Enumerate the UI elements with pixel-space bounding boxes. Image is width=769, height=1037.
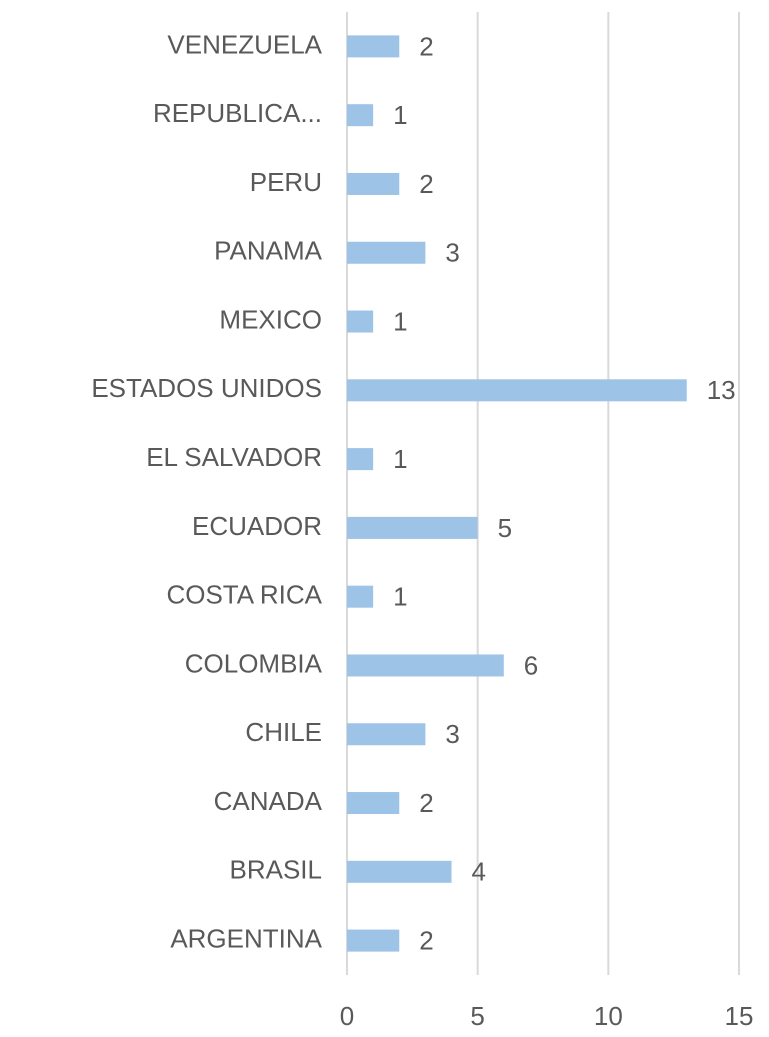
data-label: 2 <box>419 169 433 199</box>
bar <box>347 723 426 746</box>
bar <box>347 516 478 539</box>
y-tick-label: ARGENTINA <box>170 923 322 953</box>
bar <box>347 654 504 677</box>
bar <box>347 379 687 402</box>
y-tick-label: COSTA RICA <box>166 580 322 610</box>
data-label: 3 <box>445 719 459 749</box>
data-label: 1 <box>393 582 407 612</box>
y-tick-label: MEXICO <box>219 304 322 334</box>
bar <box>347 241 426 264</box>
bar <box>347 172 400 195</box>
y-tick-label: VENEZUELA <box>167 29 322 59</box>
x-tick-label: 15 <box>725 1001 754 1031</box>
data-label: 5 <box>498 513 512 543</box>
bar <box>347 35 400 58</box>
y-tick-label: CANADA <box>214 786 323 816</box>
bar <box>347 310 374 333</box>
y-tick-label: PANAMA <box>214 236 323 266</box>
y-tick-label: PERU <box>250 167 322 197</box>
bar <box>347 585 374 608</box>
data-label: 6 <box>524 650 538 680</box>
y-tick-label: CHILE <box>245 717 322 747</box>
data-label: 2 <box>419 788 433 818</box>
y-tick-label: EL SALVADOR <box>146 442 322 472</box>
bar <box>347 860 452 883</box>
bar <box>347 104 374 127</box>
data-label: 4 <box>472 857 486 887</box>
y-tick-label: ECUADOR <box>192 511 322 541</box>
data-label: 2 <box>419 31 433 61</box>
y-tick-label: ESTADOS UNIDOS <box>91 373 322 403</box>
x-tick-label: 10 <box>594 1001 623 1031</box>
data-label: 3 <box>445 238 459 268</box>
data-label: 1 <box>393 444 407 474</box>
data-label: 1 <box>393 306 407 336</box>
bar <box>347 929 400 952</box>
data-label: 1 <box>393 100 407 130</box>
data-label: 13 <box>707 375 736 405</box>
data-label: 2 <box>419 925 433 955</box>
bar <box>347 448 374 471</box>
x-tick-label: 5 <box>470 1001 484 1031</box>
y-tick-label: COLOMBIA <box>185 648 323 678</box>
y-tick-label: REPUBLICA... <box>153 98 322 128</box>
y-tick-label: BRASIL <box>230 855 323 885</box>
bar <box>347 792 400 815</box>
x-tick-label: 0 <box>340 1001 354 1031</box>
